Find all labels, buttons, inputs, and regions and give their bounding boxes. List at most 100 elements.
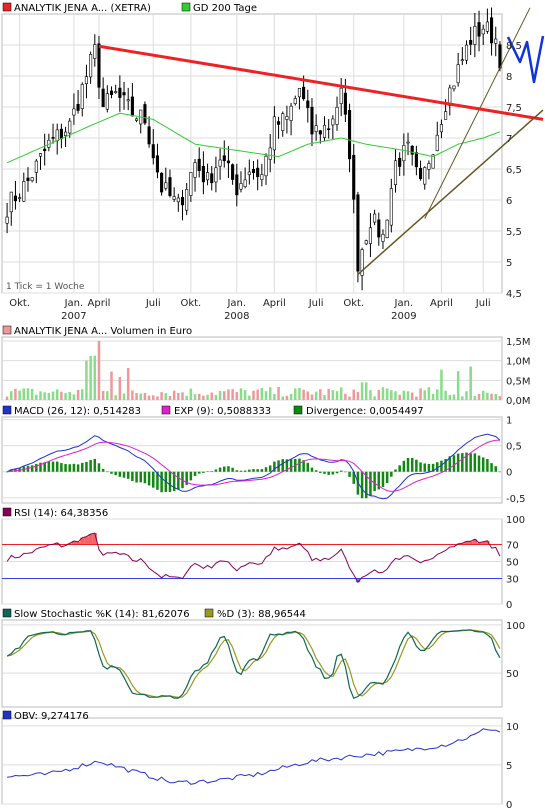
volume-bar — [277, 387, 280, 400]
volume-y-tick-label: 0,5M — [506, 376, 531, 387]
candle-body — [93, 44, 97, 59]
candle-body — [143, 104, 147, 124]
volume-bar — [440, 369, 443, 400]
candle-body — [389, 188, 393, 226]
price-x-tick-label: Okt. — [180, 298, 201, 309]
candle-body — [135, 118, 139, 121]
macd-legend-swatch — [2, 405, 12, 415]
divergence-bar — [498, 471, 502, 473]
volume-bar — [436, 389, 439, 400]
divergence-bar — [335, 471, 339, 474]
candle-body — [122, 92, 126, 96]
volume-bar — [381, 387, 385, 400]
candle-body — [281, 113, 285, 131]
candle-body — [498, 44, 502, 69]
divergence-bar — [51, 461, 55, 472]
rsi-overbought-fill — [485, 540, 490, 545]
volume-bar — [64, 393, 67, 400]
candle-body — [398, 157, 402, 167]
volume-bar — [344, 393, 347, 400]
volume-bar — [206, 394, 209, 400]
volume-bar — [335, 391, 339, 400]
candle-body — [176, 197, 180, 203]
price-legend-label: ANALYTIK JENA A... (XETRA) — [14, 3, 151, 14]
divergence-bar — [398, 465, 401, 472]
divergence-bar — [373, 471, 376, 492]
candle-body — [97, 43, 101, 88]
volume-bar — [281, 396, 284, 400]
divergence-bar — [268, 465, 272, 472]
divergence-bar — [327, 471, 330, 475]
volume-bar — [97, 340, 101, 400]
volume-bar — [189, 388, 193, 400]
volume-bar — [385, 388, 389, 400]
volume-bar — [214, 394, 218, 400]
volume-bar — [419, 388, 422, 400]
macd-legend-label: MACD (26, 12): 0,514283 — [14, 406, 141, 417]
candle-body — [368, 227, 372, 244]
volume-bar — [210, 392, 213, 400]
divergence-bar — [302, 460, 305, 472]
divergence-bar — [189, 471, 193, 481]
price-y-tick-label: 7,5 — [506, 103, 522, 114]
candle-body — [64, 131, 68, 137]
divergence-bar — [436, 462, 439, 472]
volume-bar — [348, 396, 351, 400]
volume-bar — [106, 391, 109, 400]
obv-panel-frame — [1, 717, 503, 805]
divergence-bar — [264, 467, 268, 472]
divergence-bar — [206, 471, 209, 472]
candle-body — [377, 219, 381, 238]
divergence-bar — [139, 471, 142, 483]
divergence-bar — [85, 461, 88, 472]
candle-body — [431, 154, 435, 169]
volume-bar — [51, 391, 55, 400]
volume-bar — [469, 366, 472, 400]
volume-bar — [243, 390, 247, 400]
volume-y-tick-label: 0,0M — [506, 396, 531, 407]
volume-bar — [14, 388, 17, 400]
stoch-y-tick-label: 50 — [506, 669, 519, 680]
divergence-bar — [477, 455, 481, 472]
divergence-bar — [72, 463, 76, 472]
divergence-bar — [452, 455, 456, 472]
divergence-bar — [319, 471, 322, 473]
candle-body — [72, 108, 76, 116]
divergence-bar — [377, 471, 381, 490]
divergence-bar — [339, 470, 343, 472]
divergence-bar — [177, 471, 180, 490]
volume-bar — [365, 382, 368, 400]
divergence-bar — [473, 453, 477, 472]
divergence-bar — [147, 471, 151, 486]
gd200-legend-label: GD 200 Tage — [193, 3, 257, 14]
volume-bar — [490, 393, 493, 400]
divergence-bar — [289, 459, 293, 472]
candle-body — [222, 155, 226, 162]
volume-bar — [122, 393, 126, 400]
volume-bar — [477, 393, 481, 400]
volume-bar — [147, 395, 151, 400]
volume-bar — [156, 396, 159, 400]
candle-body — [469, 40, 473, 45]
divergence-bar — [298, 458, 301, 472]
macd-y-tick-label: -0,5 — [506, 494, 526, 505]
candle-body — [126, 99, 130, 102]
price-y-tick-label: 6,5 — [506, 165, 522, 176]
candle-body — [38, 153, 43, 157]
volume-bar — [306, 391, 310, 400]
volume-bar — [398, 394, 401, 400]
divergence-bar — [481, 457, 485, 472]
candle-body — [210, 173, 214, 184]
rsi-overbought-fill — [80, 537, 85, 545]
price-x-tick-label: Jan. — [64, 298, 84, 309]
divergence-bar — [43, 462, 46, 472]
candle-body — [393, 160, 398, 186]
candle-body — [272, 116, 276, 151]
divergence-bar — [68, 464, 71, 472]
volume-bar — [252, 390, 255, 400]
volume-bar — [268, 387, 272, 400]
divergence-bar — [231, 467, 234, 472]
divergence-bar — [310, 467, 314, 472]
divergence-bar — [55, 461, 59, 472]
volume-bar — [89, 355, 92, 400]
